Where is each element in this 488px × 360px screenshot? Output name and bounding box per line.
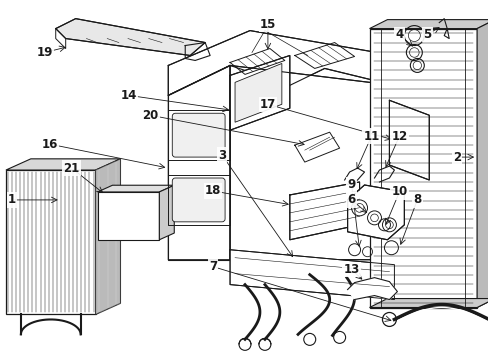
Text: 13: 13: [343, 263, 359, 276]
Polygon shape: [347, 278, 397, 300]
Text: 7: 7: [209, 260, 217, 273]
Text: 11: 11: [363, 130, 379, 143]
Text: 15: 15: [259, 18, 276, 31]
Polygon shape: [95, 159, 120, 315]
Polygon shape: [159, 185, 174, 240]
Polygon shape: [6, 159, 120, 170]
Text: 14: 14: [120, 89, 136, 102]
Polygon shape: [388, 100, 428, 180]
Text: 1: 1: [8, 193, 16, 206]
Polygon shape: [229, 66, 408, 260]
Polygon shape: [56, 19, 205, 55]
Bar: [369, 28, 476, 307]
Bar: [6, 170, 95, 315]
Bar: [98, 192, 159, 240]
Text: 17: 17: [259, 98, 275, 111]
Text: 21: 21: [63, 162, 80, 175]
Polygon shape: [369, 20, 488, 28]
Text: 12: 12: [390, 130, 407, 143]
Text: 10: 10: [390, 185, 407, 198]
Text: 19: 19: [37, 46, 53, 59]
Text: 18: 18: [204, 184, 221, 197]
Polygon shape: [289, 182, 359, 240]
Text: 16: 16: [41, 138, 58, 150]
Polygon shape: [229, 250, 394, 300]
Text: 6: 6: [347, 193, 355, 206]
Polygon shape: [476, 20, 488, 307]
Text: 3: 3: [218, 149, 225, 162]
Polygon shape: [168, 31, 394, 95]
FancyBboxPatch shape: [172, 113, 224, 157]
Polygon shape: [229, 55, 289, 130]
Text: 2: 2: [452, 150, 460, 163]
Text: 20: 20: [142, 109, 158, 122]
Text: 9: 9: [347, 179, 355, 192]
Polygon shape: [369, 298, 488, 307]
Polygon shape: [168, 66, 229, 260]
Text: 5: 5: [422, 28, 430, 41]
Text: 4: 4: [394, 28, 403, 41]
FancyBboxPatch shape: [172, 178, 224, 222]
Text: 8: 8: [412, 193, 421, 206]
Polygon shape: [98, 185, 174, 192]
Polygon shape: [347, 185, 404, 240]
Polygon shape: [235, 63, 281, 122]
